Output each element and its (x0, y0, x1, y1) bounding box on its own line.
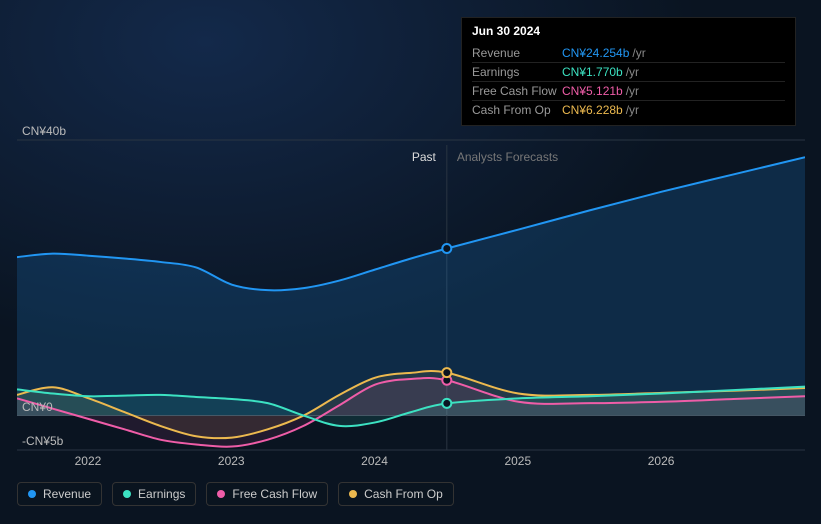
cfo-marker (442, 368, 451, 377)
tooltip-row-value: CN¥1.770b (562, 65, 623, 79)
revenue-marker (442, 244, 451, 253)
tooltip-row-label: Cash From Op (472, 103, 562, 117)
legend-dot-icon (349, 490, 357, 498)
tooltip-row: Free Cash FlowCN¥5.121b/yr (472, 82, 785, 101)
tooltip-row-label: Earnings (472, 65, 562, 79)
tooltip-row-suffix: /yr (626, 84, 639, 98)
x-axis-label: 2026 (648, 454, 675, 468)
legend-item-label: Revenue (43, 487, 91, 501)
tooltip-row-label: Revenue (472, 46, 562, 60)
tooltip-row-suffix: /yr (632, 46, 645, 60)
legend-item-label: Cash From Op (364, 487, 443, 501)
forecast-label: Analysts Forecasts (457, 150, 558, 164)
legend-dot-icon (123, 490, 131, 498)
legend-dot-icon (217, 490, 225, 498)
legend-dot-icon (28, 490, 36, 498)
tooltip-row-value: CN¥5.121b (562, 84, 623, 98)
y-axis-label: -CN¥5b (22, 434, 63, 448)
earnings-marker (442, 399, 451, 408)
tooltip-row-value: CN¥6.228b (562, 103, 623, 117)
tooltip-row: EarningsCN¥1.770b/yr (472, 63, 785, 82)
legend-item-earnings[interactable]: Earnings (112, 482, 196, 506)
x-axis-label: 2022 (75, 454, 102, 468)
legend-item-revenue[interactable]: Revenue (17, 482, 102, 506)
legend-item-label: Earnings (138, 487, 185, 501)
tooltip-title: Jun 30 2024 (472, 24, 785, 42)
past-label: Past (412, 150, 436, 164)
chart-tooltip: Jun 30 2024 RevenueCN¥24.254b/yrEarnings… (461, 17, 796, 126)
legend-item-label: Free Cash Flow (232, 487, 317, 501)
tooltip-row: RevenueCN¥24.254b/yr (472, 44, 785, 63)
tooltip-row-suffix: /yr (626, 103, 639, 117)
tooltip-row-label: Free Cash Flow (472, 84, 562, 98)
legend-item-fcf[interactable]: Free Cash Flow (206, 482, 328, 506)
tooltip-row-suffix: /yr (626, 65, 639, 79)
tooltip-row-value: CN¥24.254b (562, 46, 629, 60)
x-axis-label: 2024 (361, 454, 388, 468)
legend-item-cfo[interactable]: Cash From Op (338, 482, 454, 506)
chart-legend: Revenue Earnings Free Cash Flow Cash From O… (17, 482, 454, 506)
y-axis-label: CN¥0 (22, 400, 53, 414)
tooltip-row: Cash From OpCN¥6.228b/yr (472, 101, 785, 119)
y-axis-label: CN¥40b (22, 124, 66, 138)
x-axis-label: 2023 (218, 454, 245, 468)
x-axis-label: 2025 (504, 454, 531, 468)
